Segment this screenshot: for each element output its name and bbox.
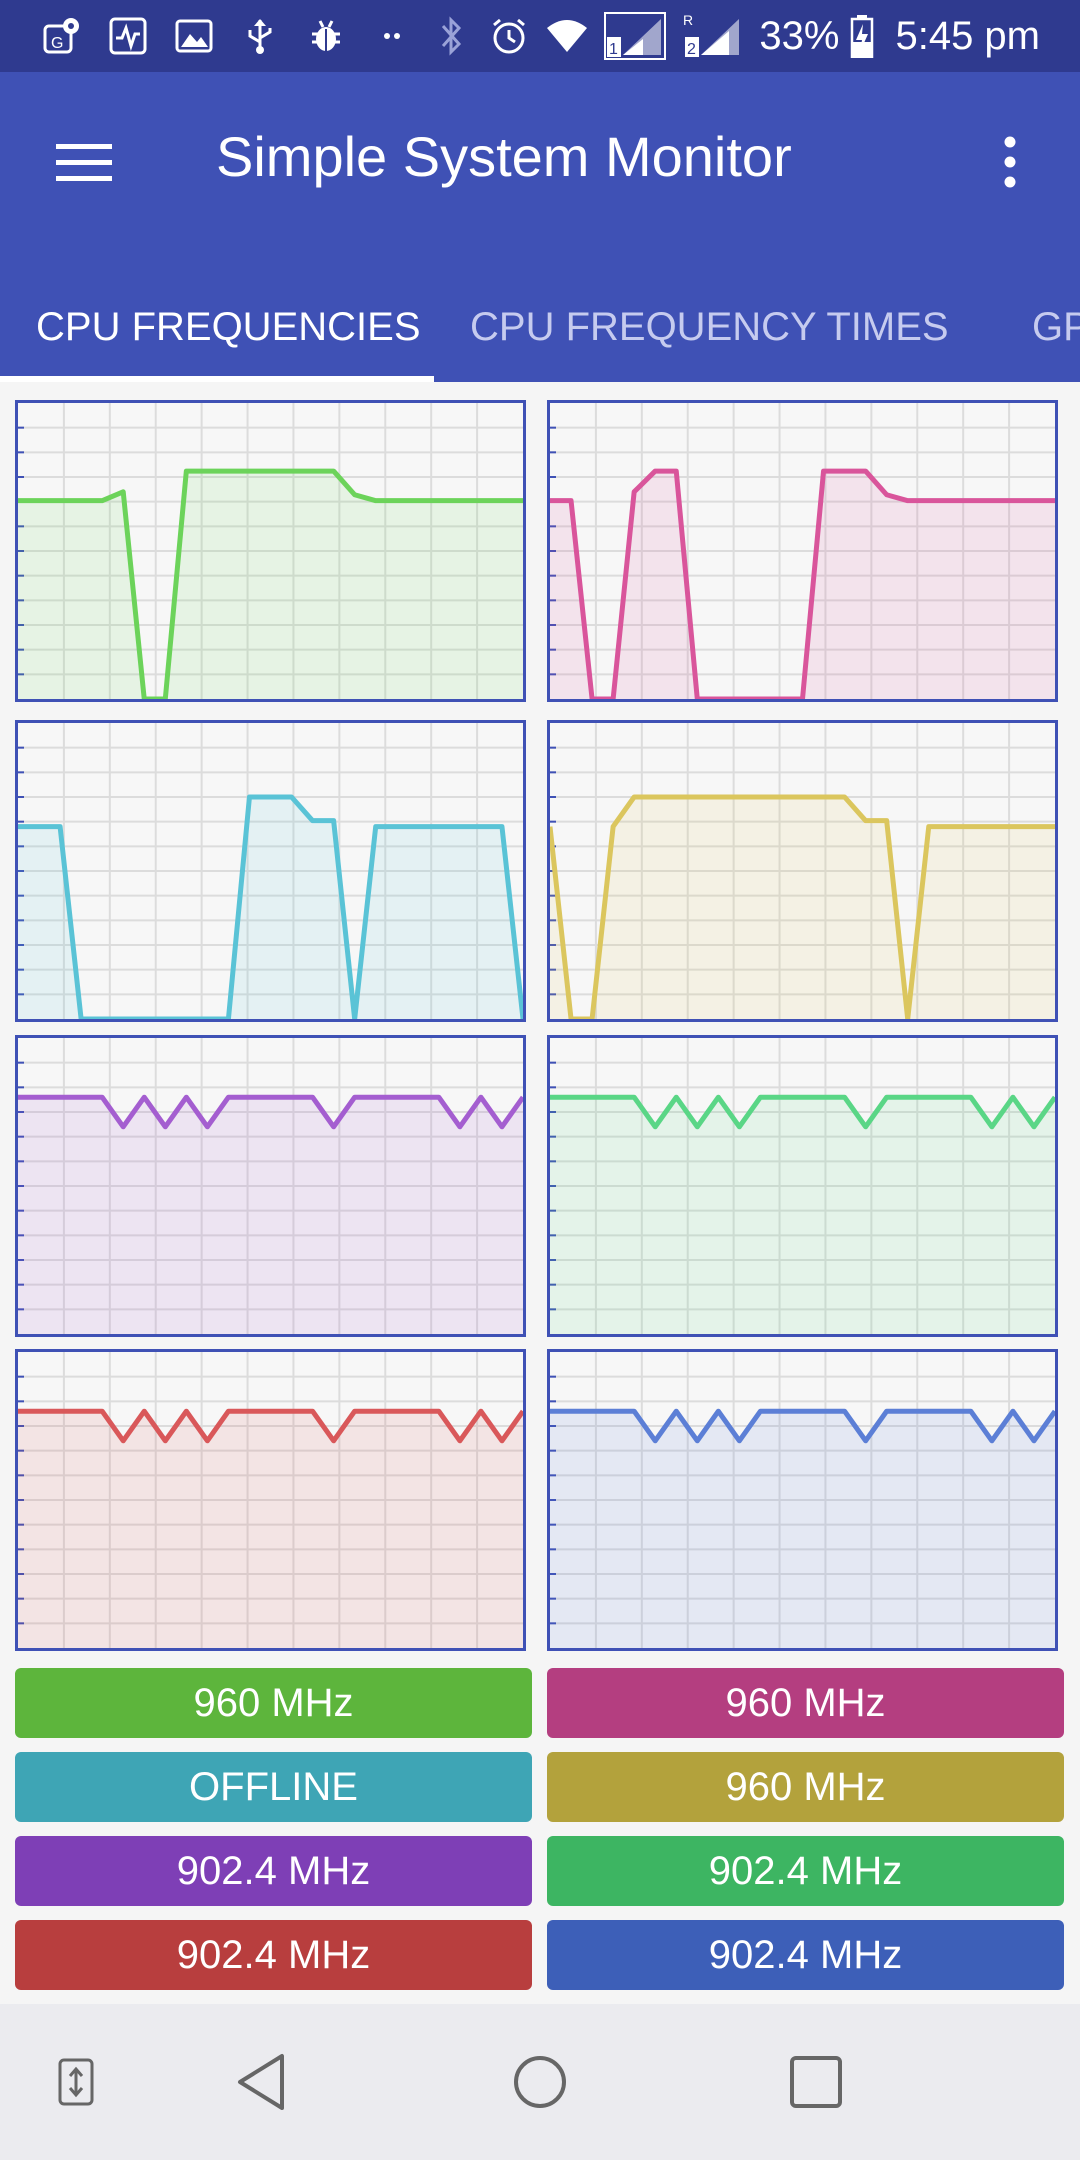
alarm-icon — [487, 14, 531, 58]
image-icon — [172, 14, 216, 58]
core-5-area — [550, 1097, 1055, 1334]
core-2-chart — [18, 723, 523, 1019]
cpu-frequencies-panel: 960 MHz 960 MHz OFFLINE 960 MHz 902.4 MHz 902… — [0, 382, 1080, 2004]
chart-grid — [18, 1352, 523, 1648]
navigation-bar — [0, 2004, 1080, 2160]
core-5-frequency-button[interactable]: 902.4 MHz — [547, 1836, 1064, 1906]
chart-grid — [18, 403, 523, 699]
wifi-icon — [545, 14, 589, 58]
core-5-line — [550, 1094, 1055, 1130]
core-4-frequency-graph — [15, 1035, 526, 1337]
core-6-line — [18, 1408, 523, 1444]
home-icon[interactable] — [500, 2042, 580, 2122]
clock: 5:45 pm — [895, 13, 1040, 58]
bug-icon — [304, 14, 348, 58]
core-6-frequency-graph — [15, 1349, 526, 1651]
core-0-frequency-button[interactable]: 960 MHz — [15, 1668, 532, 1738]
more-notifications-icon — [370, 14, 414, 58]
core-2-frequency-graph — [15, 720, 526, 1022]
core-4-area — [18, 1097, 523, 1334]
core-5-chart — [550, 1038, 1055, 1334]
core-0-area — [18, 471, 523, 699]
core-4-line — [18, 1094, 523, 1130]
core-7-chart — [550, 1352, 1055, 1648]
usb-icon — [238, 14, 282, 58]
core-3-area — [550, 797, 1055, 1019]
app-title: Simple System Monitor — [216, 125, 792, 188]
bluetooth-icon — [429, 14, 473, 58]
core-6-frequency-button[interactable]: 902.4 MHz — [15, 1920, 532, 1990]
battery-percent: 33% — [759, 13, 840, 58]
core-5-frequency-graph — [547, 1035, 1058, 1337]
core-1-line — [550, 468, 1055, 699]
chart-grid — [550, 1038, 1055, 1334]
core-3-chart — [550, 723, 1055, 1019]
app-bar: Simple System Monitor CPU FREQUENCIES CP… — [0, 72, 1080, 382]
core-0-line — [18, 468, 523, 699]
core-6-area — [18, 1411, 523, 1648]
chart-grid — [550, 1352, 1055, 1648]
core-3-line — [550, 794, 1055, 1019]
chart-grid — [18, 1038, 523, 1334]
chart-grid — [550, 723, 1055, 1019]
roaming-label: R — [683, 12, 693, 28]
core-2-line — [18, 794, 523, 1019]
core-3-frequency-button[interactable]: 960 MHz — [547, 1752, 1064, 1822]
notification-icons: G — [40, 12, 436, 60]
core-2-area — [18, 797, 523, 1019]
svg-text:G: G — [51, 35, 63, 52]
core-7-line — [550, 1408, 1055, 1444]
core-4-chart — [18, 1038, 523, 1334]
tab-cpu-frequency-times[interactable]: CPU FREQUENCY TIMES — [470, 305, 949, 349]
sim2-label: 2 — [687, 41, 696, 58]
core-1-frequency-graph — [547, 400, 1058, 702]
core-2-frequency-button[interactable]: OFFLINE — [15, 1752, 532, 1822]
tab-cpu-frequencies[interactable]: CPU FREQUENCIES — [36, 305, 421, 349]
hamburger-menu-icon[interactable] — [44, 122, 124, 202]
active-tab-indicator — [0, 376, 434, 382]
chart-grid — [550, 403, 1055, 699]
core-4-frequency-button[interactable]: 902.4 MHz — [15, 1836, 532, 1906]
core-7-frequency-button[interactable]: 902.4 MHz — [547, 1920, 1064, 1990]
core-0-chart — [18, 403, 523, 699]
core-6-chart — [18, 1352, 523, 1648]
core-1-frequency-button[interactable]: 960 MHz — [547, 1668, 1064, 1738]
chart-grid — [18, 723, 523, 1019]
core-7-area — [550, 1411, 1055, 1648]
core-0-frequency-graph — [15, 400, 526, 702]
back-icon[interactable] — [222, 2042, 302, 2122]
core-1-chart — [550, 403, 1055, 699]
rotate-screen-icon[interactable] — [36, 2042, 116, 2122]
overflow-menu-icon[interactable] — [970, 122, 1050, 202]
core-3-frequency-graph — [547, 720, 1058, 1022]
battery-charging-icon — [849, 14, 875, 58]
activity-icon — [106, 14, 150, 58]
core-7-frequency-graph — [547, 1349, 1058, 1651]
recents-icon[interactable] — [776, 2042, 856, 2122]
tab-gpu[interactable]: GPU — [1032, 305, 1080, 349]
core-1-area — [550, 471, 1055, 699]
tab-bar: CPU FREQUENCIES CPU FREQUENCY TIMES GPU — [0, 272, 1080, 382]
maps-icon: G — [40, 14, 84, 58]
signal-sim1-icon: 1 — [603, 12, 667, 60]
sim1-label: 1 — [609, 41, 618, 58]
